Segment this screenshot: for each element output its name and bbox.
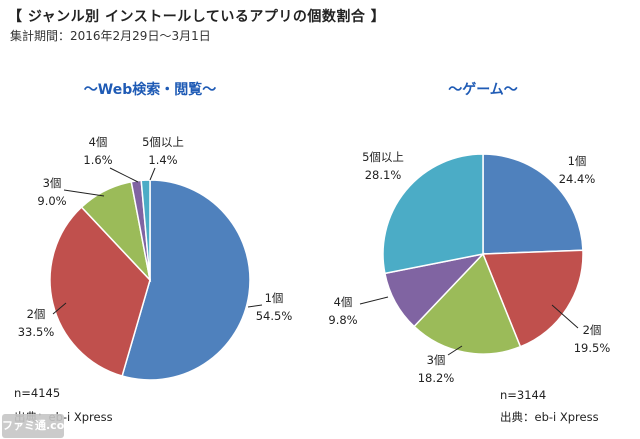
pie-slice-1 xyxy=(121,179,251,381)
pie-slice-5 xyxy=(382,153,484,275)
slice-value-label: 24.4% xyxy=(559,172,596,186)
slice-value-label: 1.4% xyxy=(148,153,177,167)
chart-title: 〜ゲーム〜 xyxy=(448,81,518,98)
leader-line xyxy=(52,302,67,315)
slice-category-label: 1個 xyxy=(265,291,284,305)
slice-category-label: 5個以上 xyxy=(142,135,184,149)
leader-line xyxy=(109,167,139,183)
sample-size: n=3144 xyxy=(500,388,546,402)
leader-line xyxy=(247,304,263,308)
pie-chart-web: 〜Web検索・閲覧〜 1個 54.5% 2個 33.5% 3個 9.0% 4個 1.6% 5個以上… xyxy=(14,81,292,424)
slice-value-label: 18.2% xyxy=(418,371,455,385)
leader-line xyxy=(551,304,579,329)
leader-line xyxy=(149,167,156,181)
slice-value-label: 1.6% xyxy=(83,153,112,167)
leader-line xyxy=(359,296,389,305)
leader-line xyxy=(447,345,463,356)
pie-slice-1 xyxy=(482,153,584,255)
slice-category-label: 4個 xyxy=(334,295,353,309)
survey-period: 集計期間：2016年2月29日〜3月1日 xyxy=(10,29,211,43)
page-title: 【 ジャンル別 インストールしているアプリの個数割合 】 xyxy=(8,9,386,25)
pie-slice-3 xyxy=(413,252,522,355)
watermark-logo: ファミ通.com xyxy=(2,414,64,438)
source-note: 出典：eb-i Xpress xyxy=(500,410,599,424)
pie-slice-2 xyxy=(481,249,584,348)
slice-value-label: 33.5% xyxy=(18,325,55,339)
slice-value-label: 9.8% xyxy=(328,313,357,327)
slice-category-label: 3個 xyxy=(43,176,62,190)
pie-slice-5 xyxy=(140,179,151,281)
slice-category-label: 3個 xyxy=(427,353,446,367)
pie-slice-2 xyxy=(49,206,151,377)
slice-category-label: 1個 xyxy=(568,154,587,168)
slice-value-label: 54.5% xyxy=(256,309,293,323)
sample-size: n=4145 xyxy=(14,386,60,400)
slice-value-label: 9.0% xyxy=(37,194,66,208)
slice-category-label: 4個 xyxy=(89,135,108,149)
slice-category-label: 5個以上 xyxy=(362,150,404,164)
slice-value-label: 28.1% xyxy=(365,168,402,182)
slice-value-label: 19.5% xyxy=(574,341,611,355)
slice-category-label: 2個 xyxy=(27,307,46,321)
leader-line xyxy=(63,189,105,197)
pie-chart-game: 〜ゲーム〜 1個 24.4% 2個 19.5% 3個 18.2% 4個 9.8% 5個以上 28.1… xyxy=(328,81,610,424)
chart-title: 〜Web検索・閲覧〜 xyxy=(84,81,216,98)
slice-category-label: 2個 xyxy=(583,323,602,337)
